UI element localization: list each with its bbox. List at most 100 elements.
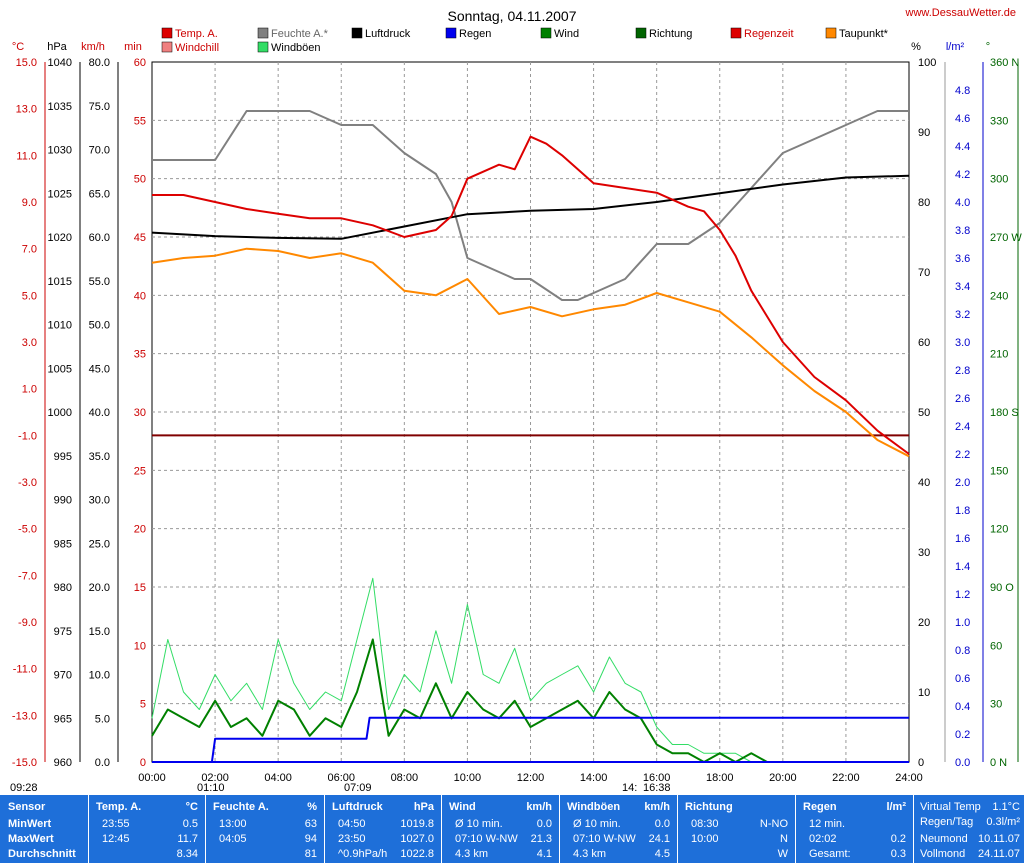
legend-label-8: Windchill bbox=[175, 42, 219, 54]
wind-tick-8: 40.0 bbox=[89, 407, 110, 419]
rain-tick-22: 0.4 bbox=[955, 701, 970, 713]
press-tick-4: 1020 bbox=[48, 232, 72, 244]
x-tick-1: 02:00 bbox=[201, 772, 229, 784]
rain-tick-12: 2.4 bbox=[955, 421, 970, 433]
stats-wind-value-2: 4.1 bbox=[536, 848, 552, 860]
extra-value-3: 24.11.07 bbox=[977, 848, 1020, 860]
press-tick-15: 965 bbox=[54, 713, 72, 725]
temp-tick-7: 1.0 bbox=[22, 384, 37, 396]
stats-row-min: MinWert bbox=[8, 818, 52, 830]
temp-tick-14: -13.0 bbox=[12, 710, 37, 722]
dir-tick-5: 210 bbox=[990, 349, 1008, 361]
min-tick-3: 45 bbox=[134, 232, 146, 244]
x-tick-0: 00:00 bbox=[138, 772, 166, 784]
temp-tick-1: 13.0 bbox=[16, 104, 37, 116]
legend-label-9: Windböen bbox=[271, 42, 321, 54]
rain-tick-14: 2.0 bbox=[955, 477, 970, 489]
rain-tick-3: 4.2 bbox=[955, 169, 970, 181]
wind-tick-6: 50.0 bbox=[89, 320, 110, 332]
sun-marker-0: 09:28 bbox=[10, 782, 38, 794]
press-tick-1: 1035 bbox=[48, 101, 72, 113]
stats-hum-value-1: 94 bbox=[304, 833, 317, 845]
stats-hum-value-0: 63 bbox=[304, 818, 317, 830]
min-tick-4: 40 bbox=[134, 290, 146, 302]
stats-row-avg: Durchschnitt bbox=[8, 848, 76, 860]
dir-tick-6: 180 S bbox=[990, 407, 1019, 419]
stats-rain-title: Regen bbox=[803, 801, 837, 813]
extra-label-3: Vollmond bbox=[920, 848, 966, 860]
unit-dir: ° bbox=[986, 41, 990, 53]
wind-tick-4: 60.0 bbox=[89, 232, 110, 244]
press-tick-12: 980 bbox=[54, 582, 72, 594]
rain-tick-4: 4.0 bbox=[955, 197, 970, 209]
stats-wind-label-2: 4.3 km bbox=[455, 848, 489, 860]
x-tick-7: 14:00 bbox=[580, 772, 608, 784]
min-tick-12: 0 bbox=[140, 757, 146, 769]
stats-gust-label-0: Ø 10 min. bbox=[573, 818, 621, 830]
unit-wind: km/h bbox=[81, 41, 105, 53]
rain-tick-7: 3.4 bbox=[955, 281, 970, 293]
stats-panel: Sensor MinWert MaxWert Durchschnitt Temp… bbox=[0, 795, 1024, 863]
stats-hum-label-1: 04:05 bbox=[219, 833, 247, 845]
hum-tick-8: 20 bbox=[918, 617, 930, 629]
stats-press-label-1: 23:50 bbox=[338, 833, 366, 845]
x-tick-5: 10:00 bbox=[454, 772, 482, 784]
legend-swatch-6 bbox=[730, 27, 742, 39]
rain-tick-8: 3.2 bbox=[955, 309, 970, 321]
legend-label-6: Regenzeit bbox=[744, 28, 794, 40]
stats-temp-title: Temp. A. bbox=[96, 801, 142, 813]
extra-value-1: 0.3l/m² bbox=[986, 816, 1020, 828]
rain-tick-16: 1.6 bbox=[955, 533, 970, 545]
temp-tick-6: 3.0 bbox=[22, 337, 37, 349]
chart-title: Sonntag, 04.11.2007 bbox=[448, 8, 577, 24]
stats-gust-label-1: 07:10 W-NW bbox=[573, 833, 636, 845]
rain-tick-5: 3.8 bbox=[955, 225, 970, 237]
min-tick-11: 5 bbox=[140, 699, 146, 711]
site-link[interactable]: www.DessauWetter.de bbox=[905, 7, 1016, 19]
rain-tick-23: 0.2 bbox=[955, 729, 970, 741]
series-taupunkt- bbox=[151, 247, 910, 458]
press-tick-14: 970 bbox=[54, 670, 72, 682]
stats-temp-value-2: 8.34 bbox=[176, 848, 198, 860]
sun-marker-3: 14: bbox=[622, 782, 637, 794]
stats-rain-label-2: Gesamt: bbox=[809, 848, 851, 860]
press-tick-10: 990 bbox=[54, 495, 72, 507]
wind-tick-13: 15.0 bbox=[89, 626, 110, 638]
temp-tick-13: -11.0 bbox=[13, 664, 37, 676]
x-tick-11: 22:00 bbox=[832, 772, 860, 784]
min-tick-5: 35 bbox=[134, 349, 146, 361]
legend-swatch-1 bbox=[257, 27, 269, 39]
wind-tick-7: 45.0 bbox=[89, 363, 110, 375]
temp-tick-12: -9.0 bbox=[18, 617, 37, 629]
weather-chart: Sonntag, 04.11.2007 www.DessauWetter.de … bbox=[10, 7, 1022, 794]
x-tick-12: 24:00 bbox=[895, 772, 923, 784]
rain-tick-1: 4.6 bbox=[955, 113, 970, 125]
stats-rain-label-1: 02:02 bbox=[809, 833, 837, 845]
stats-rain-label-0: 12 min. bbox=[809, 818, 846, 830]
x-tick-9: 18:00 bbox=[706, 772, 734, 784]
rain-tick-2: 4.4 bbox=[955, 141, 970, 153]
dir-tick-11: 30 bbox=[990, 699, 1002, 711]
extra-label-2: Neumond bbox=[920, 833, 968, 845]
legend-swatch-4 bbox=[540, 27, 552, 39]
stats-sensor-title: Sensor bbox=[8, 801, 46, 813]
dir-tick-12: 0 N bbox=[990, 757, 1007, 769]
hum-tick-10: 0 bbox=[918, 757, 924, 769]
press-tick-16: 960 bbox=[54, 757, 72, 769]
hum-tick-9: 10 bbox=[918, 687, 930, 699]
stats-press-label-2: ^0.9hPa/h bbox=[338, 848, 388, 860]
min-tick-1: 55 bbox=[134, 115, 146, 127]
temp-tick-8: -1.0 bbox=[18, 430, 37, 442]
temp-tick-3: 9.0 bbox=[22, 197, 37, 209]
series-luftdruck bbox=[151, 174, 910, 240]
stats-dir-value-2: W bbox=[777, 848, 788, 860]
stats-temp-label-1: 12:45 bbox=[102, 833, 130, 845]
legend-label-3: Regen bbox=[459, 28, 491, 40]
rain-tick-21: 0.6 bbox=[955, 673, 970, 685]
axis-units: °C hPa km/h min % l/m² ° bbox=[12, 41, 990, 53]
legend-label-5: Richtung bbox=[649, 28, 692, 40]
stats-dir-label-0: 08:30 bbox=[691, 818, 719, 830]
min-tick-6: 30 bbox=[134, 407, 146, 419]
stats-hum-title: Feuchte A. bbox=[213, 801, 269, 813]
hum-tick-5: 50 bbox=[918, 407, 930, 419]
